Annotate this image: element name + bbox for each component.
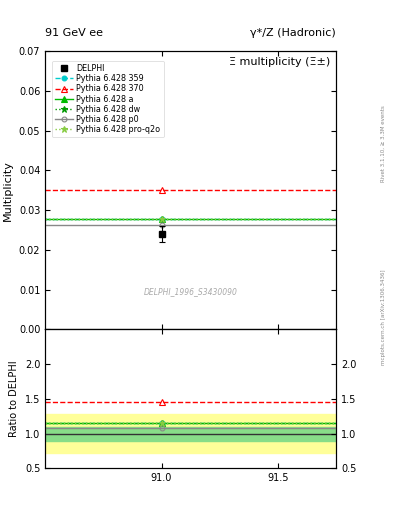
- Y-axis label: Ratio to DELPHI: Ratio to DELPHI: [9, 360, 19, 437]
- Y-axis label: Multiplicity: Multiplicity: [3, 160, 13, 221]
- Legend: DELPHI, Pythia 6.428 359, Pythia 6.428 370, Pythia 6.428 a, Pythia 6.428 dw, Pyt: DELPHI, Pythia 6.428 359, Pythia 6.428 3…: [52, 61, 163, 138]
- Bar: [45, 426, 336, 441]
- Text: γ*/Z (Hadronic): γ*/Z (Hadronic): [250, 28, 336, 38]
- Text: DELPHI_1996_S3430090: DELPHI_1996_S3430090: [144, 287, 237, 296]
- Text: 91 GeV ee: 91 GeV ee: [45, 28, 103, 38]
- Text: Ξ multiplicity (Ξ±): Ξ multiplicity (Ξ±): [229, 57, 330, 67]
- Text: Rivet 3.1.10, ≥ 3.3M events: Rivet 3.1.10, ≥ 3.3M events: [381, 105, 386, 182]
- Bar: [45, 414, 336, 453]
- Text: mcplots.cern.ch [arXiv:1306.3436]: mcplots.cern.ch [arXiv:1306.3436]: [381, 270, 386, 365]
